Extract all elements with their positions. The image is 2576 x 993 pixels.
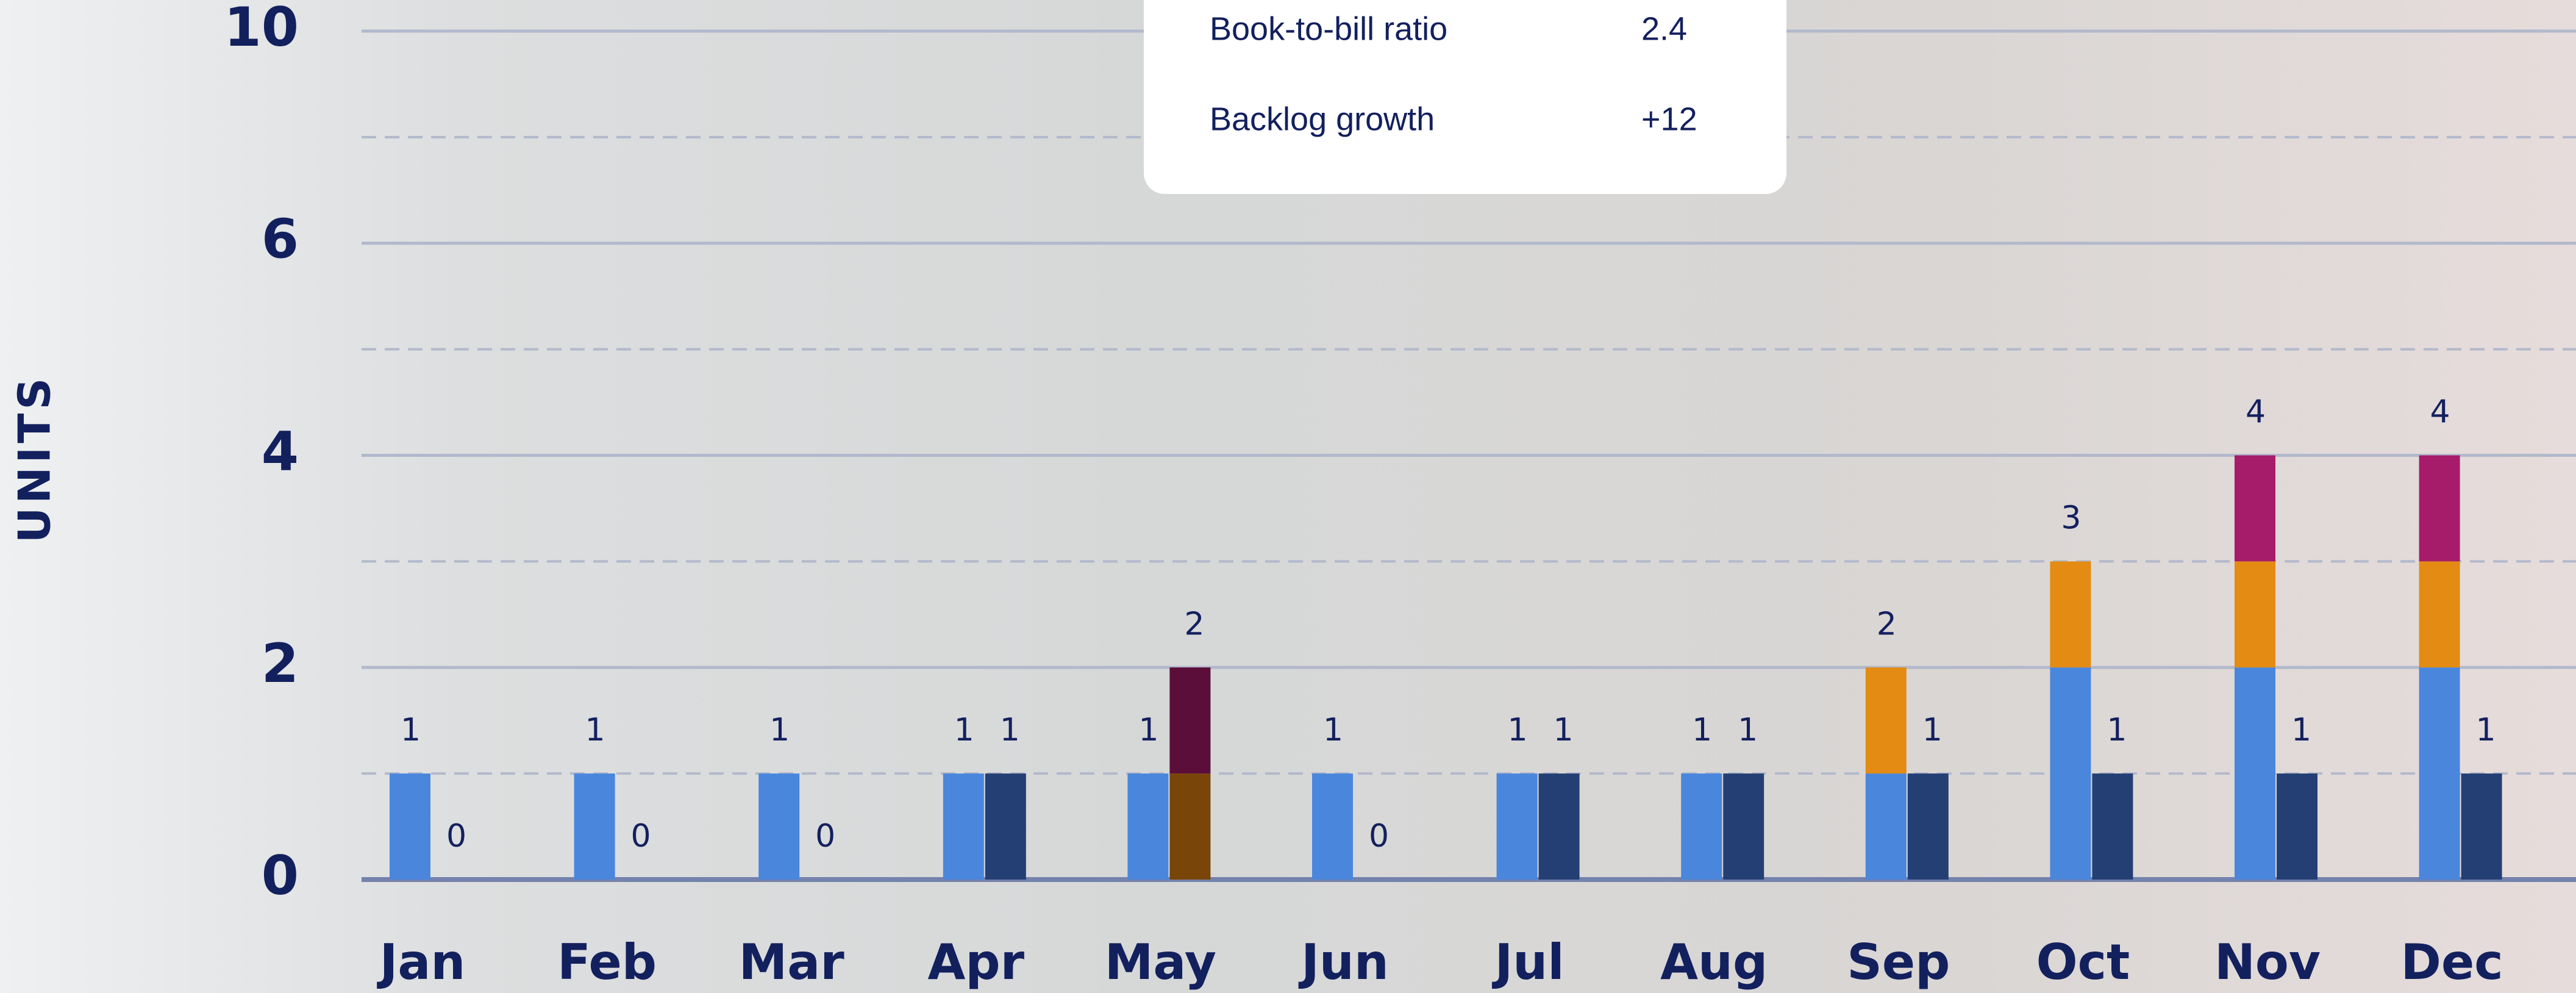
value-label: 1 xyxy=(401,712,421,748)
bar-segment xyxy=(1497,773,1538,880)
x-tick-label: Aug xyxy=(1660,934,1768,991)
card-label: Book-to-bill ratio xyxy=(1210,10,1447,47)
bar-segment xyxy=(943,773,984,880)
bar-segment xyxy=(1908,773,1949,880)
value-label: 2 xyxy=(1877,606,1897,642)
bar-segment xyxy=(1866,773,1907,880)
page: {"chart_data": {"type": "stacked-grouped… xyxy=(0,0,2576,993)
bar-segment xyxy=(1169,667,1210,773)
bar-segment xyxy=(390,773,430,880)
value-label: 1 xyxy=(585,712,605,748)
bar-segment xyxy=(2235,561,2275,667)
bar-segment xyxy=(758,773,799,880)
x-tick-label: Apr xyxy=(927,934,1024,991)
value-label: 1 xyxy=(1554,712,1574,748)
y-tick-label: 0 xyxy=(262,844,299,907)
x-tick-label: Jun xyxy=(1298,934,1389,991)
value-label: 1 xyxy=(1138,712,1158,748)
bar-segment xyxy=(2419,667,2460,880)
x-tick-label: Oct xyxy=(2036,934,2130,991)
bar-segment xyxy=(1539,773,1580,880)
value-label: 1 xyxy=(2291,712,2311,748)
card-label: Backlog growth xyxy=(1210,101,1435,137)
x-tick-label: Jan xyxy=(377,934,466,991)
bar-segment xyxy=(574,773,615,880)
value-label: 2 xyxy=(1184,606,1204,642)
value-label: 4 xyxy=(2246,394,2266,431)
x-tick-label: Mar xyxy=(739,934,845,991)
value-label: 0 xyxy=(446,818,466,855)
value-label: 1 xyxy=(1323,712,1343,748)
bar-segment xyxy=(2050,667,2091,880)
y-tick-label: 2 xyxy=(262,632,299,695)
bar-segment xyxy=(2461,773,2502,880)
bar-segment xyxy=(2235,456,2275,562)
x-tick-label: Sep xyxy=(1847,934,1950,991)
value-label: 1 xyxy=(954,712,974,748)
bar-segment xyxy=(2050,561,2091,667)
y-tick-label: 4 xyxy=(262,420,299,482)
value-label: 0 xyxy=(815,818,835,855)
x-tick-label: May xyxy=(1105,934,1216,991)
bar-segment xyxy=(2277,773,2317,880)
chart: UNITS 024610Jan10Feb10Mar10Apr11May12Jun… xyxy=(0,0,2576,993)
bar-segment xyxy=(2419,561,2460,667)
bar-segment xyxy=(1127,773,1168,880)
bar-segment xyxy=(1312,773,1353,880)
y-tick-label: 10 xyxy=(224,0,299,59)
value-label: 1 xyxy=(1922,712,1943,748)
bar-segment xyxy=(1866,667,1907,773)
x-tick-label: Nov xyxy=(2214,934,2321,991)
value-label: 1 xyxy=(2107,712,2127,748)
bar-segment xyxy=(985,773,1026,880)
value-label: 0 xyxy=(631,818,651,855)
value-label: 1 xyxy=(1738,712,1758,748)
y-tick-label: 6 xyxy=(262,208,299,271)
bar-segment xyxy=(2419,456,2460,562)
value-label: 1 xyxy=(2476,712,2496,748)
card-value: 2.4 xyxy=(1641,10,1687,47)
y-axis-title: UNITS xyxy=(9,375,60,543)
bar-segment xyxy=(1681,773,1722,880)
x-tick-label: Dec xyxy=(2401,934,2503,991)
value-label: 3 xyxy=(2061,500,2081,536)
bar-segment xyxy=(2092,773,2133,880)
value-label: 4 xyxy=(2430,394,2450,431)
x-tick-label: Jul xyxy=(1492,934,1565,991)
value-label: 1 xyxy=(1508,712,1528,748)
bar-segment xyxy=(1723,773,1764,880)
value-label: 0 xyxy=(1369,818,1389,855)
value-label: 1 xyxy=(1692,712,1712,748)
card-value: +12 xyxy=(1641,101,1697,137)
value-label: 1 xyxy=(1000,712,1020,748)
x-tick-label: Feb xyxy=(557,934,657,991)
bar-segment xyxy=(2235,667,2275,880)
value-label: 1 xyxy=(769,712,790,748)
bar-segment xyxy=(1169,773,1210,880)
